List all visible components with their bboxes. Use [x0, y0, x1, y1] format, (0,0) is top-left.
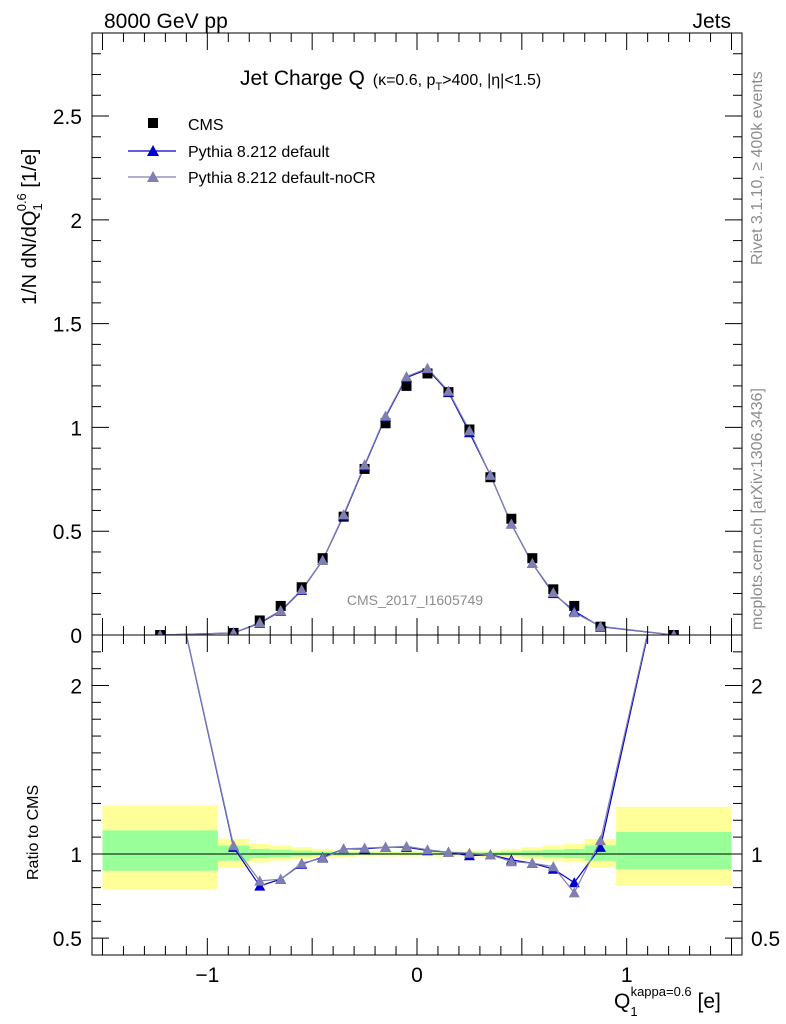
x-tick-label: −1 — [195, 964, 219, 987]
legend-marker-pythia-nocr — [147, 171, 159, 182]
header-process-label: Jets — [692, 10, 731, 33]
main-series-2-point — [338, 509, 350, 520]
main-series-2-point — [463, 425, 475, 436]
ratio-plot-frame — [91, 634, 743, 956]
ratio-series-1-point — [401, 840, 413, 852]
main-series-2-point — [229, 627, 238, 635]
legend-item-pythia-nocr: Pythia 8.212 default-noCR — [128, 170, 376, 187]
main-series-2-point — [401, 371, 413, 382]
ratio-plot-series — [155, 512, 679, 898]
axes-ticks: 0 0.5 1 1.5 2 2.5 −1 0 1 0.5 0.5 1 1 2 2 — [53, 33, 780, 987]
ratio-series-1-point — [228, 840, 240, 851]
main-y-tick-label: 2.5 — [53, 106, 82, 129]
ratio-series-0-point — [568, 877, 580, 888]
ratio-band-green — [102, 830, 218, 871]
ratio-series-0-point — [594, 841, 606, 852]
ratio-series-1-point — [254, 875, 266, 886]
main-title: Jet Charge Q (κ=0.6, pT>400, |η|<1.5) — [240, 67, 541, 93]
main-series-2-point — [359, 459, 371, 470]
legend-item-pythia-default: Pythia 8.212 default — [128, 144, 330, 161]
ratio-y-tick-label: 2 — [70, 676, 82, 699]
ratio-series-1-point — [296, 857, 308, 868]
main-y-tick-label: 0.5 — [53, 521, 82, 544]
ratio-series-1-point — [155, 512, 166, 522]
ratio-series-1-point — [668, 512, 679, 522]
ratio-series-1-point — [547, 861, 559, 872]
legend-marker-cms — [148, 118, 158, 128]
ratio-series-1-point — [463, 847, 475, 858]
main-series-2-point — [317, 554, 329, 565]
x-tick-label: 0 — [411, 964, 423, 987]
main-series-2-point — [157, 629, 164, 635]
ratio-series-1-point — [421, 844, 433, 855]
ratio-series-1-point — [442, 846, 454, 857]
main-series-2-point — [568, 607, 580, 618]
ratio-series-1-point — [568, 887, 580, 898]
main-series-2-point — [275, 605, 287, 616]
ratio-series-0-point — [668, 512, 679, 522]
main-series-2-point — [421, 362, 433, 373]
main-series-2-point — [380, 410, 392, 421]
main-series-2-point — [547, 586, 559, 598]
ratio-series-1-point — [338, 843, 350, 854]
analysis-watermark: CMS_2017_I1605749 — [347, 592, 483, 608]
ratio-uncertainty-bands — [92, 805, 742, 890]
header-energy-label: 8000 GeV pp — [104, 10, 228, 33]
x-tick-label: 1 — [621, 964, 633, 987]
ratio-series-1-point — [484, 849, 496, 860]
main-plot-series — [155, 362, 679, 635]
main-y-tick-label: 1 — [70, 417, 82, 440]
main-y-tick-label: 2 — [70, 210, 82, 233]
ratio-y-tick-label-right: 0.5 — [751, 928, 780, 951]
ratio-series-1-point — [526, 857, 538, 868]
ratio-y-tick-label: 1 — [70, 844, 82, 867]
main-series-2-point — [296, 584, 308, 595]
main-series-2-point — [505, 518, 517, 529]
ratio-series-line-1 — [185, 635, 648, 894]
ratio-band-green — [616, 832, 732, 870]
main-y-axis-label: 1/N dN/dQ10.6 [1/e] — [14, 149, 45, 305]
main-y-tick-label: 0 — [70, 625, 82, 648]
legend-label-pythia-nocr: Pythia 8.212 default-noCR — [188, 170, 376, 187]
ratio-series-1-point — [380, 841, 392, 852]
main-series-2-point — [254, 617, 266, 628]
legend: CMS Pythia 8.212 default Pythia 8.212 de… — [128, 117, 376, 187]
side-rivet-label: Rivet 3.1.10, ≥ 400k events — [749, 71, 766, 265]
ratio-series-1-point — [317, 852, 329, 863]
cms-data-point — [401, 380, 412, 391]
ratio-series-1-point — [275, 873, 287, 884]
legend-marker-pythia-default — [147, 145, 159, 156]
legend-label-pythia-default: Pythia 8.212 default — [188, 144, 330, 161]
ratio-series-0-point — [155, 512, 166, 522]
ratio-series-line-0 — [185, 635, 649, 887]
main-series-2-point — [526, 557, 538, 569]
legend-label-cms: CMS — [188, 117, 224, 134]
ratio-y-tick-label-right: 2 — [751, 676, 763, 699]
side-mcplots-label: mcplots.cern.ch [arXiv:1306.3436] — [749, 388, 766, 630]
ratio-series-1-point — [359, 842, 371, 853]
ratio-y-tick-label: 0.5 — [53, 928, 82, 951]
ratio-series-1-point — [594, 834, 606, 846]
ratio-y-axis-label: Ratio to CMS — [25, 785, 42, 880]
x-axis-label: Q1kappa=0.6 [e] — [614, 984, 721, 1019]
main-series-2-point — [484, 469, 496, 480]
main-y-tick-label: 1.5 — [53, 314, 82, 337]
ratio-y-tick-label-right: 1 — [751, 844, 763, 867]
main-series-2-point — [442, 385, 454, 396]
legend-item-cms: CMS — [148, 117, 224, 134]
cms-data-point — [380, 418, 391, 429]
ratio-series-1-point — [505, 856, 517, 867]
main-series-2-point — [670, 629, 677, 635]
main-series-2-point — [594, 620, 606, 631]
